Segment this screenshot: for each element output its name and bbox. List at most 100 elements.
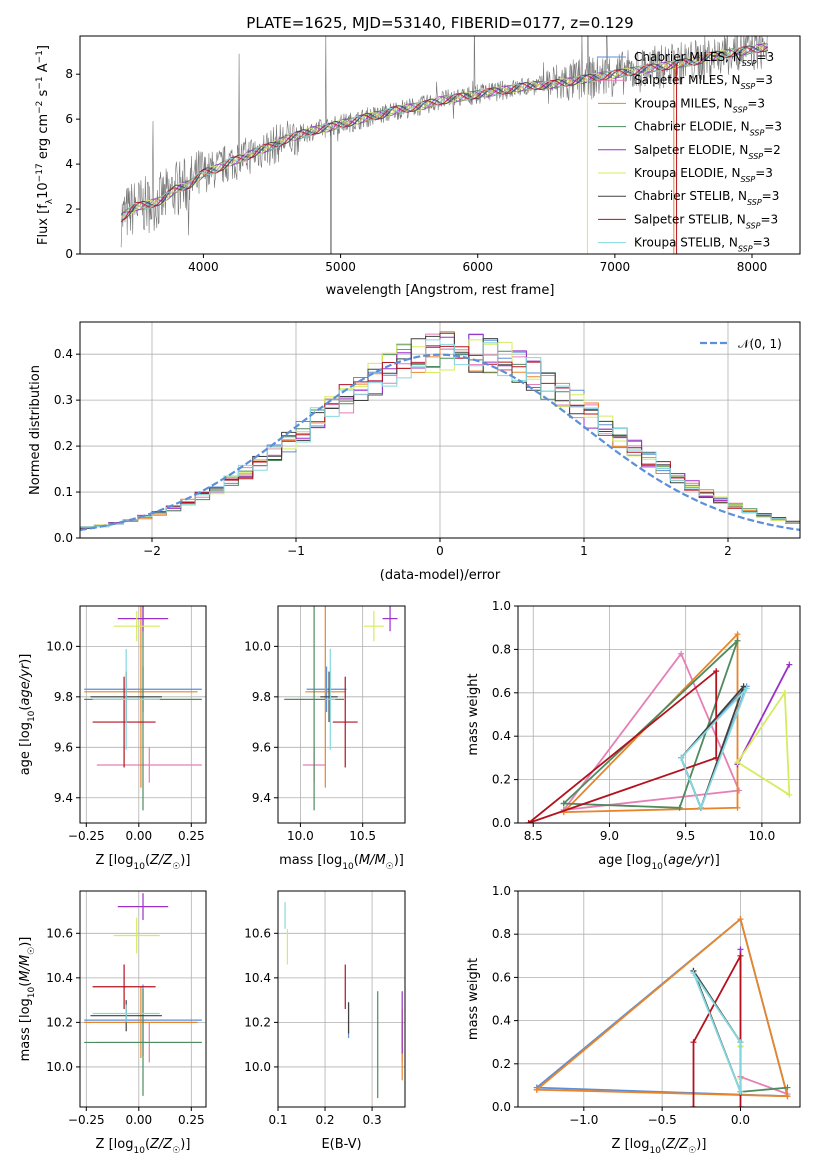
y-tick-label: 0.2 (54, 439, 73, 453)
y-tick-label: 10.6 (244, 926, 271, 940)
weight-series-7 (692, 955, 742, 1107)
y-tick-label: 0.8 (492, 642, 511, 656)
y-axis-label: age [log10(age/yr)] (18, 654, 37, 776)
legend-label-3: Chabrier ELODIE, NSSP=3 (634, 120, 782, 138)
x-tick-label: 0.2 (315, 1113, 334, 1127)
x-tick-label: 1 (580, 544, 588, 558)
point-7 (92, 676, 156, 768)
model-6 (121, 45, 769, 221)
plot-area (533, 916, 791, 1107)
plot-area (84, 606, 202, 811)
y-tick-label: 0.6 (492, 686, 511, 700)
figure-title: PLATE=1625, MJD=53140, FIBERID=0177, z=0… (246, 14, 633, 32)
point-4 (382, 606, 398, 632)
point-1 (96, 747, 202, 783)
axes-frame (517, 890, 801, 1108)
y-tick-label: 10.2 (244, 1015, 271, 1029)
panel-age-vs-mass: 10.0 10.5 9.4 9.6 9.8 10.0 mass [log10(M/M☉)] (244, 605, 406, 872)
axes-frame (79, 605, 207, 824)
x-tick-label: 5000 (325, 260, 356, 274)
axes-frame (79, 890, 207, 1108)
x-tick-label: −1.0 (569, 1113, 598, 1127)
y-tick-label: 9.8 (252, 690, 271, 704)
x-tick-label: 2 (724, 544, 732, 558)
y-tick-label: 0.2 (492, 1057, 511, 1071)
y-axis-label: mass weight (466, 673, 481, 755)
y-tick-label: 8 (65, 67, 73, 81)
x-tick-label: 0.25 (178, 1113, 205, 1127)
weight-marker (676, 804, 683, 811)
y-tick-label: 9.6 (54, 740, 73, 754)
legend-label-7: Salpeter STELIB, NSSP=3 (634, 212, 778, 230)
model-7 (120, 46, 769, 223)
x-tick-label: −1 (287, 544, 305, 558)
y-tick-label: 10.4 (244, 971, 271, 985)
y-tick-label: 10.0 (46, 1060, 73, 1074)
y-tick-label: 9.6 (252, 740, 271, 754)
weight-marker (690, 1039, 697, 1046)
x-axis-label: Z [log10(Z/Z☉)] (96, 1137, 191, 1156)
x-tick-label: −2 (143, 544, 161, 558)
x-tick-label: −0.5 (648, 1113, 677, 1127)
legend-label-2: Kroupa MILES, NSSP=3 (634, 96, 765, 114)
y-tick-label: 0.2 (492, 773, 511, 787)
weight-marker (690, 1104, 697, 1107)
weight-series-8 (680, 687, 748, 809)
legend-label-4: Salpeter ELODIE, NSSP=2 (634, 143, 781, 161)
weight-marker (734, 637, 741, 644)
y-tick-label: 0 (65, 247, 73, 261)
panel-mass-vs-EBV: 0.1 0.2 0.3 10.0 10.2 10.4 10.6 E(B-V) (244, 890, 406, 1152)
point-6 (320, 671, 338, 723)
y-axis-label: mass weight (466, 958, 481, 1040)
weight-marker (743, 685, 750, 692)
x-tick-label: 0.1 (268, 1113, 287, 1127)
point-2 (305, 606, 346, 788)
y-axis-label: Normed distribution (28, 365, 43, 495)
weight-marker (525, 820, 532, 823)
x-tick-label: 0.00 (125, 829, 152, 843)
point-2 (84, 986, 198, 1059)
y-tick-label: 1.0 (492, 884, 511, 898)
y-axis-label: Flux [fλ10−17 erg cm−2 s−1 A−1] (35, 45, 55, 245)
x-tick-label: 4000 (188, 260, 219, 274)
weight-series-2 (536, 917, 789, 1098)
y-tick-label: 0.0 (492, 816, 511, 830)
model-8 (120, 43, 769, 221)
weight-marker (678, 754, 685, 761)
y-tick-label: 0.0 (54, 531, 73, 545)
y-tick-label: 6 (65, 112, 73, 126)
axes-frame (517, 605, 801, 824)
legend-label-0: Chabrier MILES, NSSP=3 (634, 50, 774, 68)
y-tick-label: 10.0 (244, 639, 271, 653)
panel-spectrum: 4000 5000 6000 7000 8000 0 2 4 6 8 Chabrier MILES,… (35, 35, 801, 298)
point-7 (332, 676, 358, 768)
point-5 (113, 917, 160, 954)
x-axis-label: E(B-V) (321, 1137, 361, 1152)
x-axis-label: (data-model)/error (380, 568, 501, 583)
histogram-8 (80, 339, 800, 528)
model-5 (121, 44, 769, 217)
weight-marker (737, 916, 744, 923)
point-0 (306, 666, 347, 712)
panel-residuals: −2 −1 0 1 2 0.0 0.1 0.2 0.3 0.4 𝒩(0, 1) (data-model… (28, 321, 801, 583)
plot-area (120, 36, 769, 254)
x-tick-label: 7000 (600, 260, 631, 274)
y-tick-label: 0.8 (492, 927, 511, 941)
y-tick-label: 10.0 (244, 1060, 271, 1074)
weight-marker (713, 668, 720, 675)
x-axis-label: Z [log10(Z/Z☉)] (612, 1137, 707, 1156)
weight-marker (737, 946, 744, 953)
x-tick-label: 0.3 (363, 1113, 382, 1127)
weight-series-1 (562, 651, 741, 811)
observed-spectrum (120, 36, 768, 248)
weight-marker (786, 791, 793, 798)
weight-marker (737, 1039, 744, 1046)
legend-label-6: Chabrier STELIB, NSSP=3 (634, 189, 779, 207)
weight-marker (734, 804, 741, 811)
plot-area (284, 902, 403, 1099)
x-tick-label: −0.25 (68, 1113, 105, 1127)
x-tick-label: 0 (436, 544, 444, 558)
x-tick-label: 10.5 (349, 829, 376, 843)
legend-label: 𝒩(0, 1) (738, 337, 782, 351)
